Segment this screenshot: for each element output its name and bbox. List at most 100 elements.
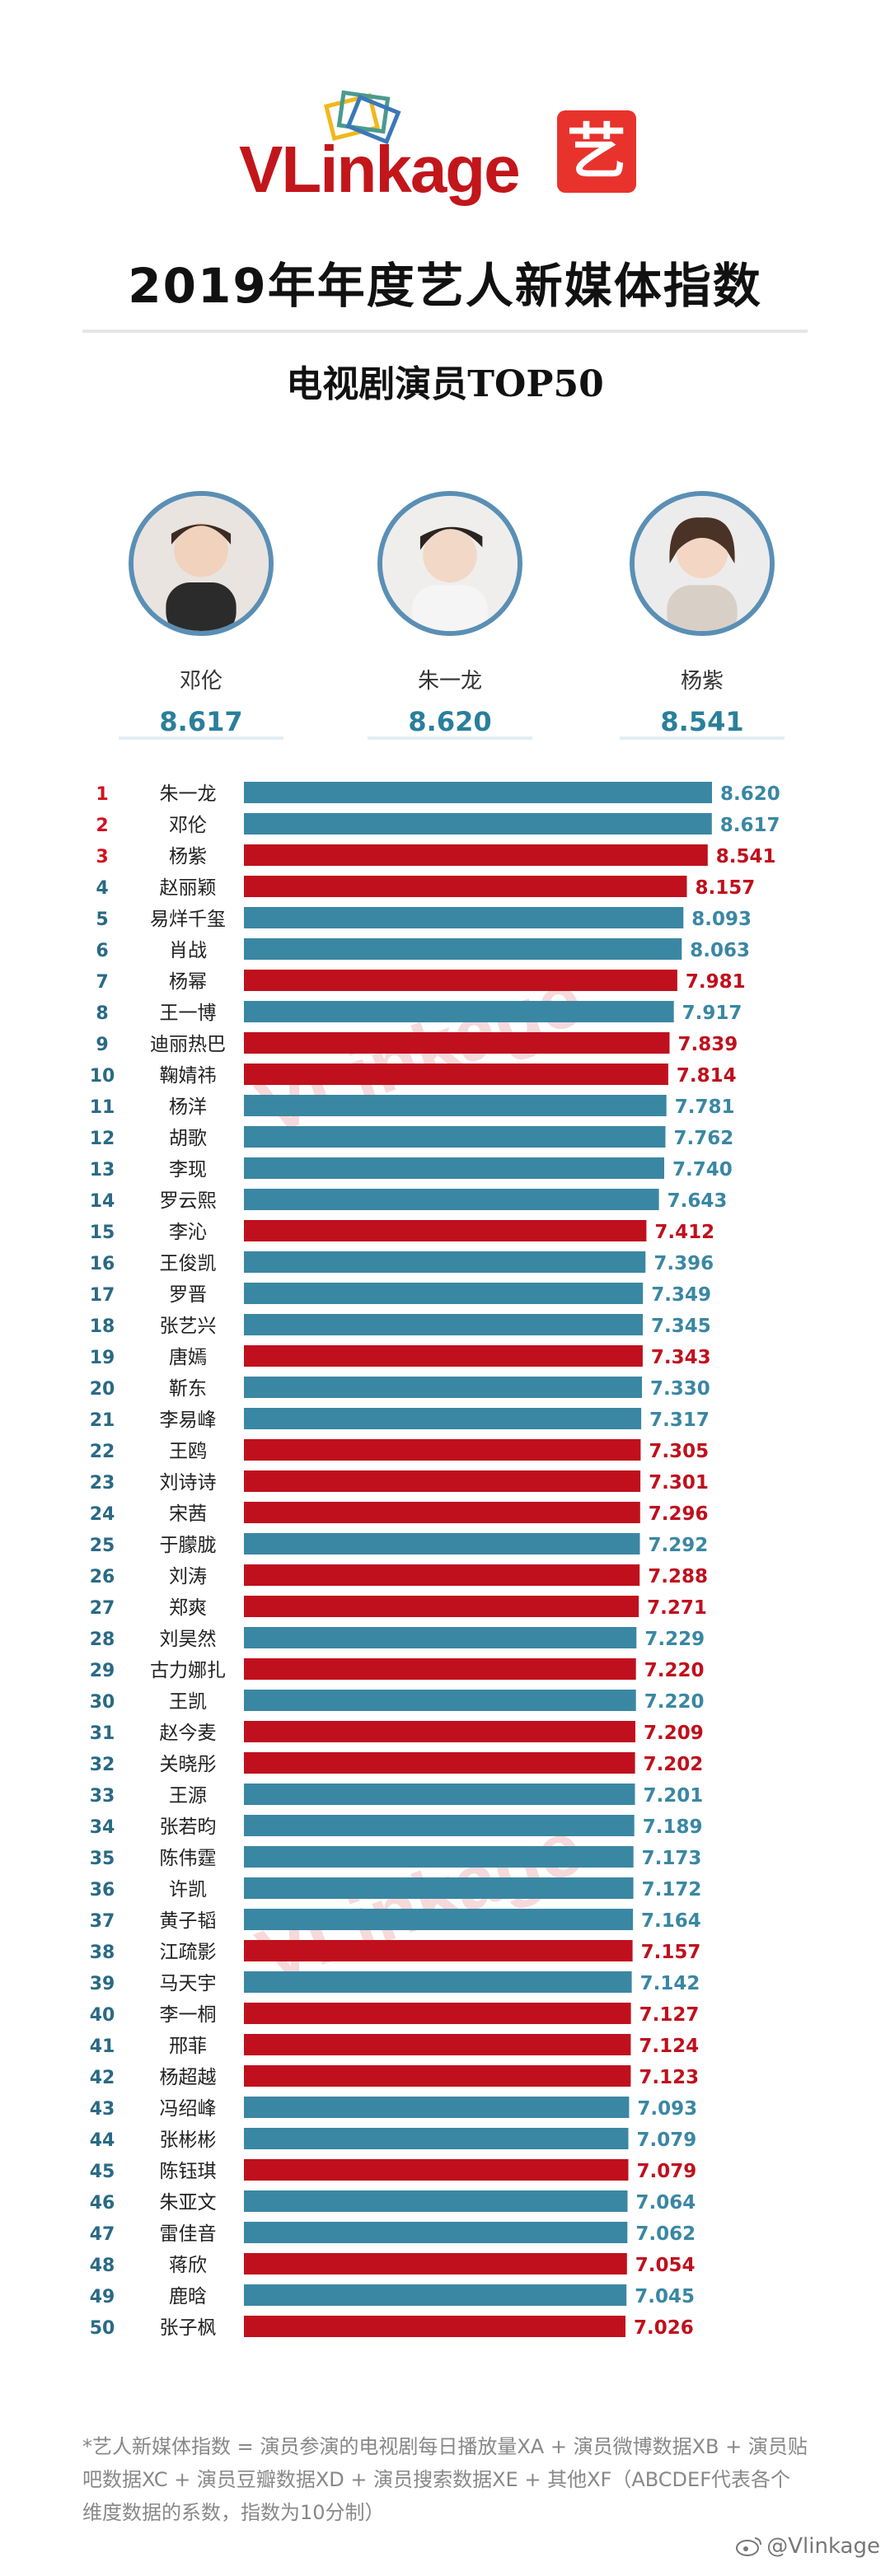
bar: [244, 1439, 641, 1461]
bar: [244, 1658, 636, 1680]
rank-label: 13: [90, 1160, 115, 1180]
top3-score: 8.620: [408, 706, 492, 737]
rank-label: 40: [90, 2005, 115, 2026]
actor-name-label: 肖战: [169, 940, 207, 961]
value-label: 7.839: [678, 1034, 738, 1055]
title-divider: [82, 330, 808, 333]
rank-label: 46: [90, 2193, 115, 2214]
value-label: 7.396: [653, 1253, 714, 1274]
bar: [244, 2253, 627, 2274]
value-label: 7.045: [635, 2286, 695, 2307]
rank-label: 6: [96, 941, 108, 961]
rank-label: 23: [90, 1473, 115, 1494]
rank-label: 29: [90, 1661, 115, 1681]
value-label: 7.981: [686, 971, 746, 993]
rank-label: 21: [90, 1410, 115, 1431]
actor-name-label: 杨洋: [169, 1096, 207, 1118]
actor-name-label: 刘昊然: [160, 1629, 217, 1650]
rank-label: 35: [90, 1849, 115, 1869]
bar: [244, 2222, 628, 2243]
rank-label: 47: [90, 2224, 115, 2245]
bar: [244, 907, 684, 928]
value-label: 7.271: [647, 1597, 707, 1619]
bar: [244, 1220, 647, 1241]
bar: [244, 2128, 629, 2149]
actor-name-label: 古力娜扎: [150, 1660, 226, 1681]
actor-name-label: 杨紫: [169, 846, 207, 867]
actor-name-label: 朱一龙: [160, 783, 217, 805]
value-label: 7.079: [636, 2130, 696, 2151]
page-title: 2019年年度艺人新媒体指数: [128, 258, 762, 314]
actor-name-label: 张彬彬: [160, 2130, 217, 2151]
actor-name-label: 胡歌: [169, 1128, 207, 1149]
value-label: 7.643: [668, 1190, 728, 1212]
rank-label: 7: [96, 972, 108, 993]
actor-name-label: 冯绍峰: [160, 2098, 217, 2120]
rank-label: 11: [90, 1097, 115, 1118]
brand-frames-icon: [323, 90, 401, 145]
actor-name-label: 李现: [169, 1159, 207, 1180]
rank-label: 30: [90, 1692, 115, 1713]
bar: [244, 1815, 635, 1836]
value-label: 7.142: [640, 1973, 700, 1994]
value-label: 7.026: [634, 2317, 694, 2339]
value-label: 7.229: [644, 1629, 705, 1650]
rank-label: 50: [90, 2318, 115, 2339]
value-label: 7.093: [637, 2098, 697, 2120]
rank-label: 8: [96, 1003, 108, 1024]
value-label: 8.541: [716, 846, 776, 867]
actor-name-label: 鞠婧祎: [160, 1065, 217, 1087]
value-label: 7.127: [639, 2004, 700, 2026]
actor-name-label: 江疏影: [160, 1942, 217, 1963]
rank-label: 2: [96, 816, 108, 836]
rank-label: 32: [90, 1755, 115, 1775]
value-label: 8.617: [720, 815, 780, 836]
actor-name-label: 郑爽: [169, 1597, 207, 1619]
top3-card-right: 杨紫 8.541: [620, 491, 785, 737]
actor-name-label: 朱亚文: [160, 2192, 217, 2214]
bar: [244, 1721, 635, 1742]
avatar: [377, 491, 522, 636]
bar: [244, 1971, 632, 1993]
rank-label: 18: [90, 1316, 115, 1337]
rank-label: 17: [90, 1285, 115, 1306]
value-label: 7.781: [675, 1096, 735, 1118]
bar: [244, 1502, 640, 1523]
value-label: 7.064: [635, 2192, 696, 2214]
bar: [244, 2284, 627, 2306]
rank-label: 28: [90, 1629, 115, 1650]
rank-label: 19: [90, 1348, 115, 1368]
top3-card-center: 朱一龙 8.620: [368, 491, 532, 737]
brand-logo-text: VLinkage: [239, 133, 521, 206]
rank-label: 33: [90, 1786, 115, 1807]
bar: [244, 1596, 639, 1617]
bar: [244, 1784, 635, 1805]
ranking-bar-chart: VLinkageVLinkage 1朱一龙8.6202邓伦8.6173杨紫8.5…: [90, 782, 780, 2339]
actor-name-label: 杨幂: [169, 971, 207, 993]
bar: [244, 2065, 631, 2087]
rank-label: 31: [90, 1723, 115, 1744]
value-label: 7.172: [642, 1879, 702, 1900]
value-label: 7.296: [649, 1503, 709, 1525]
bar: [244, 782, 712, 803]
rank-label: 9: [96, 1035, 108, 1055]
bar: [244, 1032, 670, 1054]
avatar: [630, 491, 775, 636]
weibo-credit: @Vlinkage: [735, 2534, 880, 2559]
actor-name-label: 张子枫: [160, 2317, 217, 2339]
value-label: 7.189: [643, 1816, 703, 1838]
avatar: [129, 491, 274, 636]
value-label: 7.343: [651, 1347, 711, 1368]
value-label: 7.173: [642, 1848, 702, 1869]
rank-label: 12: [90, 1129, 115, 1149]
bar: [244, 813, 712, 835]
value-label: 8.063: [690, 940, 750, 961]
bar: [244, 2316, 625, 2337]
bar: [244, 1001, 674, 1022]
value-label: 7.202: [644, 1754, 704, 1775]
bar: [244, 1846, 634, 1868]
rank-label: 4: [96, 878, 108, 899]
bar: [244, 844, 708, 866]
value-label: 7.288: [648, 1566, 708, 1587]
bar: [244, 1690, 636, 1711]
